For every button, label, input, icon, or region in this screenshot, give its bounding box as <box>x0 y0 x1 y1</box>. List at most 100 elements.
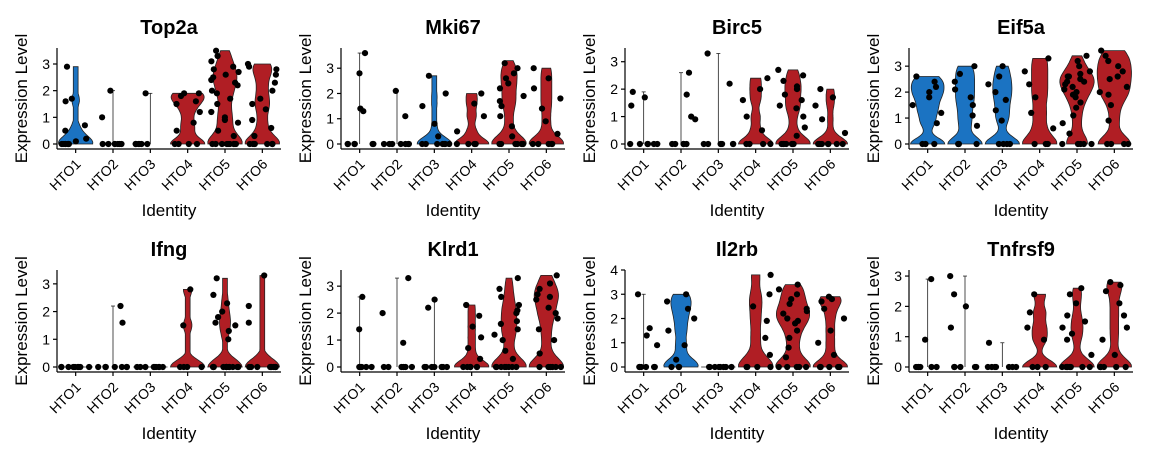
violin-hto5: HTO5 <box>1048 52 1095 193</box>
data-point <box>1099 336 1106 343</box>
data-point <box>780 140 787 148</box>
x-tick-label: HTO1 <box>46 156 84 194</box>
x-tick-label: HTO2 <box>368 379 406 417</box>
violin-body <box>984 65 1021 145</box>
data-point <box>118 363 125 371</box>
data-point <box>764 75 771 82</box>
data-point <box>221 116 228 124</box>
data-point <box>1045 55 1052 62</box>
y-tick-label: 3 <box>610 286 618 302</box>
data-point <box>86 363 93 371</box>
x-tick-label: HTO1 <box>46 379 84 417</box>
x-tick-label: HTO4 <box>1010 379 1048 417</box>
data-point <box>142 90 149 97</box>
data-point <box>817 86 824 93</box>
data-point <box>428 363 435 371</box>
data-point <box>62 98 69 105</box>
data-point <box>363 363 370 371</box>
data-point <box>984 363 992 371</box>
data-point <box>159 363 166 371</box>
y-axis-label: Expression Level <box>12 34 31 163</box>
data-point <box>530 65 537 72</box>
data-point <box>72 138 79 145</box>
data-point <box>775 286 783 293</box>
data-point <box>471 140 478 148</box>
data-point <box>812 102 819 109</box>
data-point <box>1068 330 1076 337</box>
data-point <box>786 334 793 341</box>
violin-body <box>775 284 811 368</box>
data-point <box>70 363 77 371</box>
data-point <box>514 140 521 148</box>
y-tick-label: 3 <box>894 58 902 74</box>
y-tick-label: 0 <box>610 359 618 375</box>
data-point <box>833 140 840 148</box>
data-point <box>190 119 197 126</box>
data-point <box>509 355 516 362</box>
violin-body <box>1096 50 1132 145</box>
y-axis-label: Expression Level <box>864 256 883 385</box>
data-point <box>1013 363 1020 371</box>
data-point <box>1064 312 1071 319</box>
panel-title: Il2rb <box>716 239 758 261</box>
data-point <box>95 363 102 371</box>
data-point <box>762 334 769 341</box>
data-point <box>111 363 118 371</box>
data-point <box>1024 324 1031 331</box>
data-point <box>439 363 447 371</box>
data-point <box>800 72 807 79</box>
data-point <box>245 319 252 326</box>
panel-title: Top2a <box>140 17 198 39</box>
data-point <box>840 315 848 322</box>
data-point <box>999 63 1006 70</box>
data-point <box>496 98 503 105</box>
violin-hto1: HTO1 <box>614 88 661 193</box>
data-point <box>798 97 805 104</box>
data-point <box>385 363 392 371</box>
y-tick-label: 0 <box>894 136 902 152</box>
data-point <box>177 363 184 371</box>
data-point <box>493 363 500 371</box>
data-point <box>184 363 191 371</box>
data-point <box>173 127 180 134</box>
data-point <box>794 327 801 334</box>
violin-hto5: HTO5 <box>764 66 811 193</box>
data-point <box>931 140 938 148</box>
data-point <box>230 63 237 70</box>
data-point <box>368 363 375 371</box>
data-point <box>680 140 687 148</box>
data-point <box>251 132 258 140</box>
violin-hto4: HTO4 <box>1010 55 1058 193</box>
data-point <box>681 342 688 349</box>
data-point <box>743 113 750 120</box>
data-point <box>62 127 69 134</box>
violin-body <box>737 77 774 145</box>
data-point <box>465 140 472 148</box>
data-point <box>1064 336 1071 343</box>
data-point <box>926 89 933 96</box>
x-axis-label: Identity <box>142 201 197 220</box>
data-point <box>1073 104 1080 111</box>
data-point <box>1113 363 1120 371</box>
data-point <box>1059 140 1066 148</box>
data-point <box>357 105 364 112</box>
x-axis-label: Identity <box>710 201 765 220</box>
data-point <box>232 79 239 86</box>
violin-hto1: HTO1 <box>898 276 940 416</box>
y-tick-label: 3 <box>326 278 334 294</box>
y-tick-label: 1 <box>326 111 334 127</box>
data-point <box>839 140 846 148</box>
data-point <box>629 88 636 95</box>
x-tick-label: HTO3 <box>121 156 159 194</box>
data-point <box>729 140 737 148</box>
data-point <box>223 140 230 148</box>
data-point <box>530 85 538 92</box>
data-point <box>1063 363 1070 371</box>
data-point <box>628 102 635 109</box>
violin-body <box>528 67 564 145</box>
data-point <box>548 140 555 148</box>
data-point <box>496 85 504 92</box>
data-point <box>1102 288 1110 295</box>
data-point <box>1106 76 1113 83</box>
data-point <box>775 363 782 371</box>
